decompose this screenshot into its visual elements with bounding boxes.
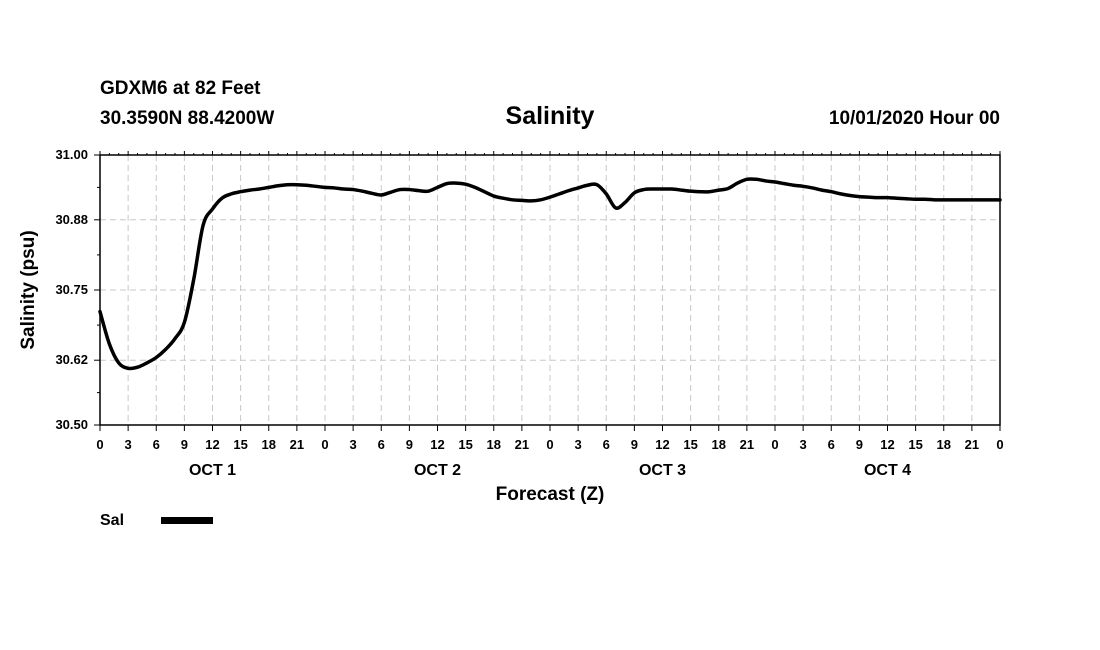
x-tick-label: 15 <box>458 437 472 452</box>
grid-lines <box>100 155 1000 425</box>
chart-title: Salinity <box>506 102 595 130</box>
x-tick-label: 3 <box>350 437 357 452</box>
x-tick-label: 12 <box>430 437 444 452</box>
y-tick-labels: 30.50 30.62 30.75 30.88 31.00 <box>55 147 88 432</box>
x-tick-label: 21 <box>515 437 529 452</box>
x-tick-label: 9 <box>631 437 638 452</box>
x-tick-label: 12 <box>205 437 219 452</box>
x-tick-labels: 0 3 6 9 12 15 18 21 0 3 6 9 12 15 18 21 0 3 6 9 12 15 18 21 0 3 6 9… <box>96 437 1003 452</box>
location-label: 30.3590N 88.4200W <box>100 108 274 129</box>
x-tick-label: 18 <box>487 437 501 452</box>
x-tick-label: 21 <box>965 437 979 452</box>
day-label: OCT 4 <box>864 462 911 479</box>
x-tick-label: 15 <box>683 437 697 452</box>
x-tick-label: 0 <box>771 437 778 452</box>
x-tick-label: 15 <box>908 437 922 452</box>
plot-frame <box>99 154 1001 426</box>
x-tick-label: 9 <box>181 437 188 452</box>
y-tick-label: 30.62 <box>55 352 88 367</box>
x-tick-label: 0 <box>546 437 553 452</box>
x-tick-label: 18 <box>937 437 951 452</box>
datetime-label: 10/01/2020 Hour 00 <box>829 108 1000 129</box>
x-tick-label: 9 <box>856 437 863 452</box>
x-tick-label: 0 <box>321 437 328 452</box>
x-tick-label: 0 <box>996 437 1003 452</box>
x-tick-label: 18 <box>262 437 276 452</box>
day-label: OCT 3 <box>639 462 686 479</box>
y-axis-label: Salinity (psu) <box>18 230 39 349</box>
x-tick-label: 3 <box>125 437 132 452</box>
legend-label-sal: Sal <box>100 512 124 529</box>
day-label: OCT 2 <box>414 462 461 479</box>
x-tick-label: 12 <box>880 437 894 452</box>
legend-swatch-sal <box>161 517 213 524</box>
x-tick-label: 3 <box>575 437 582 452</box>
day-labels: OCT 1 OCT 2 OCT 3 OCT 4 <box>189 462 911 479</box>
x-tick-label: 6 <box>828 437 835 452</box>
x-tick-label: 21 <box>740 437 754 452</box>
day-label: OCT 1 <box>189 462 236 479</box>
x-tick-label: 6 <box>378 437 385 452</box>
x-tick-label: 15 <box>233 437 247 452</box>
y-tick-label: 30.88 <box>55 212 88 227</box>
x-tick-label: 12 <box>655 437 669 452</box>
x-tick-label: 3 <box>800 437 807 452</box>
x-tick-label: 18 <box>712 437 726 452</box>
salinity-series-line <box>98 177 1002 371</box>
y-tick-label: 30.50 <box>55 417 88 432</box>
x-tick-label: 6 <box>153 437 160 452</box>
x-tick-label: 0 <box>96 437 103 452</box>
x-tick-label: 9 <box>406 437 413 452</box>
station-label: GDXM6 at 82 Feet <box>100 78 261 99</box>
x-axis-label: Forecast (Z) <box>496 484 605 505</box>
y-tick-label: 30.75 <box>55 282 88 297</box>
y-tick-label: 31.00 <box>55 147 88 162</box>
x-tick-label: 21 <box>290 437 304 452</box>
legend: Sal <box>100 512 213 529</box>
x-tick-label: 6 <box>603 437 610 452</box>
